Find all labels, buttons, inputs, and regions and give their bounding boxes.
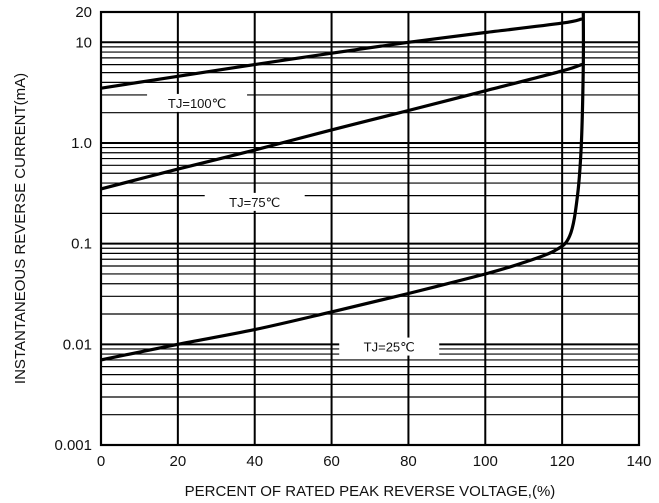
y-tick-labels: 20 10 1.0 0.1 0.01 0.001 bbox=[54, 4, 92, 454]
x-tick-label: 20 bbox=[170, 453, 187, 470]
series-label-background bbox=[339, 337, 440, 356]
y-axis-title: INSTANTANEOUS REVERSE CURRENT(mA) bbox=[12, 73, 29, 384]
x-tick-label: 100 bbox=[473, 453, 498, 470]
x-tick-label: 60 bbox=[323, 453, 340, 470]
series-label-background bbox=[147, 93, 248, 112]
series-label: TJ=100℃ bbox=[168, 96, 226, 111]
x-axis-title: PERCENT OF RATED PEAK REVERSE VOLTAGE,(%… bbox=[185, 483, 556, 500]
series-label: TJ=75℃ bbox=[229, 195, 280, 210]
y-tick-label: 0.01 bbox=[63, 336, 92, 353]
x-tick-label: 140 bbox=[626, 453, 651, 470]
x-tick-label: 40 bbox=[246, 453, 263, 470]
x-tick-label: 80 bbox=[400, 453, 417, 470]
series-lines bbox=[101, 12, 586, 362]
y-tick-label: 10 bbox=[75, 34, 92, 51]
plot-frame bbox=[99, 10, 641, 447]
y-tick-label: 1.0 bbox=[71, 135, 92, 152]
series-line bbox=[101, 12, 586, 362]
series-labels: TJ=100℃ TJ=75℃ TJ=25℃ bbox=[147, 93, 440, 356]
x-tick-label: 0 bbox=[97, 453, 105, 470]
series-label: TJ=25℃ bbox=[364, 340, 415, 355]
series-label-background bbox=[204, 192, 305, 211]
x-tick-labels: 0 20 40 60 80 100 120 140 bbox=[97, 453, 652, 470]
x-tick-label: 120 bbox=[550, 453, 575, 470]
y-tick-label: 0.1 bbox=[71, 236, 92, 253]
y-tick-label: 20 bbox=[75, 4, 92, 21]
series-line bbox=[101, 62, 583, 191]
y-tick-label: 0.001 bbox=[54, 437, 92, 454]
series-line bbox=[101, 17, 583, 90]
